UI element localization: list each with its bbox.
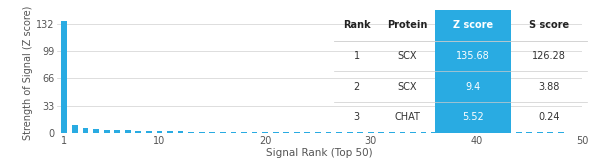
Text: 3: 3	[353, 112, 359, 123]
Bar	[72, 125, 78, 133]
Bar	[336, 132, 342, 133]
X-axis label: Signal Rank (Top 50): Signal Rank (Top 50)	[266, 148, 373, 158]
Bar	[516, 132, 521, 133]
Bar	[547, 132, 553, 133]
Text: CHAT: CHAT	[394, 112, 420, 123]
Bar	[526, 132, 532, 133]
Bar	[389, 132, 395, 133]
Bar	[251, 132, 257, 133]
Text: S score: S score	[529, 20, 569, 30]
Bar	[262, 132, 268, 133]
Bar	[104, 130, 110, 133]
Bar	[241, 132, 247, 133]
Bar	[283, 132, 289, 133]
Bar	[473, 132, 479, 133]
Bar	[494, 132, 500, 133]
Text: Protein: Protein	[387, 20, 427, 30]
Bar	[421, 132, 427, 133]
Text: Rank: Rank	[343, 20, 370, 30]
Bar	[136, 131, 141, 133]
Bar	[357, 132, 363, 133]
Bar	[273, 132, 278, 133]
Bar	[209, 132, 215, 133]
Bar	[115, 130, 120, 133]
Bar	[220, 132, 226, 133]
Text: 0.24: 0.24	[539, 112, 560, 123]
Bar	[178, 131, 184, 133]
Bar	[505, 132, 511, 133]
Bar	[157, 131, 163, 133]
Text: 2: 2	[353, 82, 360, 92]
Bar	[442, 132, 448, 133]
Bar	[379, 132, 384, 133]
Bar	[146, 131, 152, 133]
Text: 9.4: 9.4	[466, 82, 481, 92]
Text: Z score: Z score	[453, 20, 493, 30]
Text: 5.52: 5.52	[463, 112, 484, 123]
Bar	[125, 130, 131, 133]
Bar	[230, 132, 236, 133]
Bar	[347, 132, 353, 133]
Bar	[315, 132, 321, 133]
Bar	[452, 132, 458, 133]
Bar	[579, 132, 585, 133]
Bar	[294, 132, 299, 133]
Text: SCX: SCX	[398, 51, 417, 61]
Y-axis label: Strength of Signal (Z score): Strength of Signal (Z score)	[23, 6, 33, 140]
Bar	[463, 132, 469, 133]
Text: SCX: SCX	[398, 82, 417, 92]
Bar	[400, 132, 406, 133]
Bar	[167, 131, 173, 133]
Text: 126.28: 126.28	[532, 51, 566, 61]
Bar	[61, 21, 67, 133]
Text: 135.68: 135.68	[457, 51, 490, 61]
Bar	[410, 132, 416, 133]
Bar	[537, 132, 542, 133]
Text: 3.88: 3.88	[539, 82, 560, 92]
Bar	[199, 132, 205, 133]
Bar	[569, 132, 574, 133]
Bar	[558, 132, 564, 133]
Bar	[326, 132, 331, 133]
Bar	[368, 132, 374, 133]
Bar	[304, 132, 310, 133]
Bar	[484, 132, 490, 133]
Text: 1: 1	[353, 51, 359, 61]
Bar	[93, 129, 99, 133]
Bar	[431, 132, 437, 133]
Bar	[188, 132, 194, 133]
Bar	[83, 128, 88, 133]
